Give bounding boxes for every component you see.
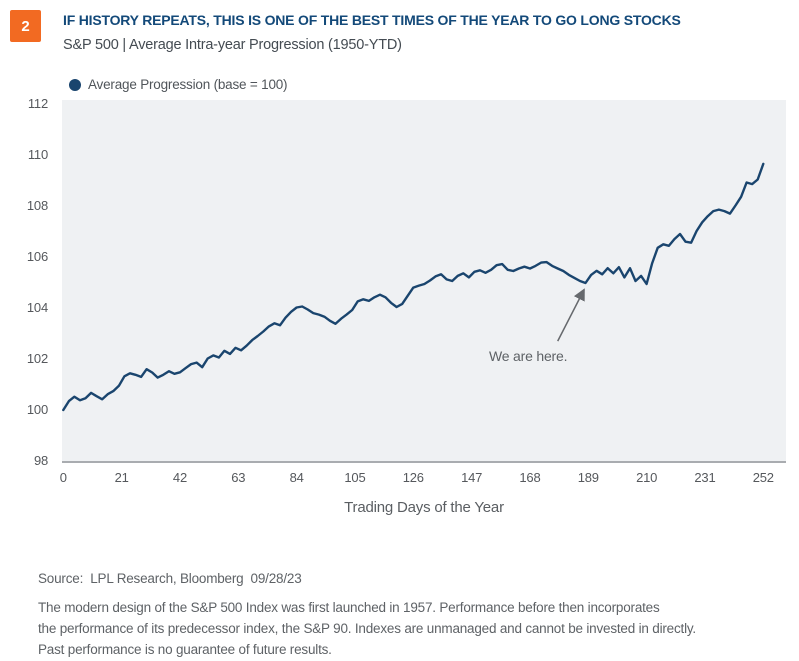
disclaimer-text: The modern design of the S&P 500 Index w… [38, 597, 696, 660]
x-tick-label: 252 [752, 470, 774, 485]
x-tick-label: 231 [694, 470, 716, 485]
chart-svg [62, 162, 765, 412]
plot-area [62, 100, 786, 463]
disclaimer-line: Past performance is no guarantee of futu… [38, 642, 332, 657]
x-tick-label: 63 [231, 470, 246, 485]
y-tick-label: 112 [27, 96, 48, 111]
x-tick-label: 126 [402, 470, 424, 485]
source-text: Source: LPL Research, Bloomberg 09/28/23 [38, 571, 302, 586]
y-tick-label: 104 [26, 300, 48, 315]
y-tick-label: 106 [26, 249, 48, 264]
x-tick-label: 147 [461, 470, 483, 485]
y-tick-label: 102 [26, 351, 48, 366]
disclaimer-line: The modern design of the S&P 500 Index w… [38, 600, 660, 615]
disclaimer-line: the performance of its predecessor index… [38, 621, 696, 636]
series-line [62, 162, 765, 412]
x-tick-label: 189 [577, 470, 599, 485]
y-tick-label: 100 [26, 402, 48, 417]
x-tick-label: 21 [114, 470, 129, 485]
y-tick-label: 98 [33, 453, 48, 468]
chart-title: IF HISTORY REPEATS, THIS IS ONE OF THE B… [63, 12, 681, 28]
annotation-label: We are here. [489, 348, 568, 364]
x-tick-label: 105 [344, 470, 366, 485]
annotation-arrow-icon [557, 288, 585, 342]
chart-subtitle: S&P 500 | Average Intra-year Progression… [63, 37, 402, 53]
y-tick-label: 108 [26, 198, 48, 213]
x-tick-label: 0 [59, 470, 67, 485]
legend-label: Average Progression (base = 100) [88, 77, 288, 92]
figure-number-badge: 2 [10, 10, 41, 42]
x-tick-label: 84 [289, 470, 304, 485]
x-tick-label: 168 [519, 470, 541, 485]
legend: Average Progression (base = 100) [69, 77, 288, 92]
x-tick-label: 42 [172, 470, 187, 485]
y-tick-label: 110 [27, 147, 48, 162]
x-axis-title: Trading Days of the Year [344, 499, 504, 516]
legend-marker-icon [69, 78, 81, 91]
x-tick-label: 210 [636, 470, 658, 485]
